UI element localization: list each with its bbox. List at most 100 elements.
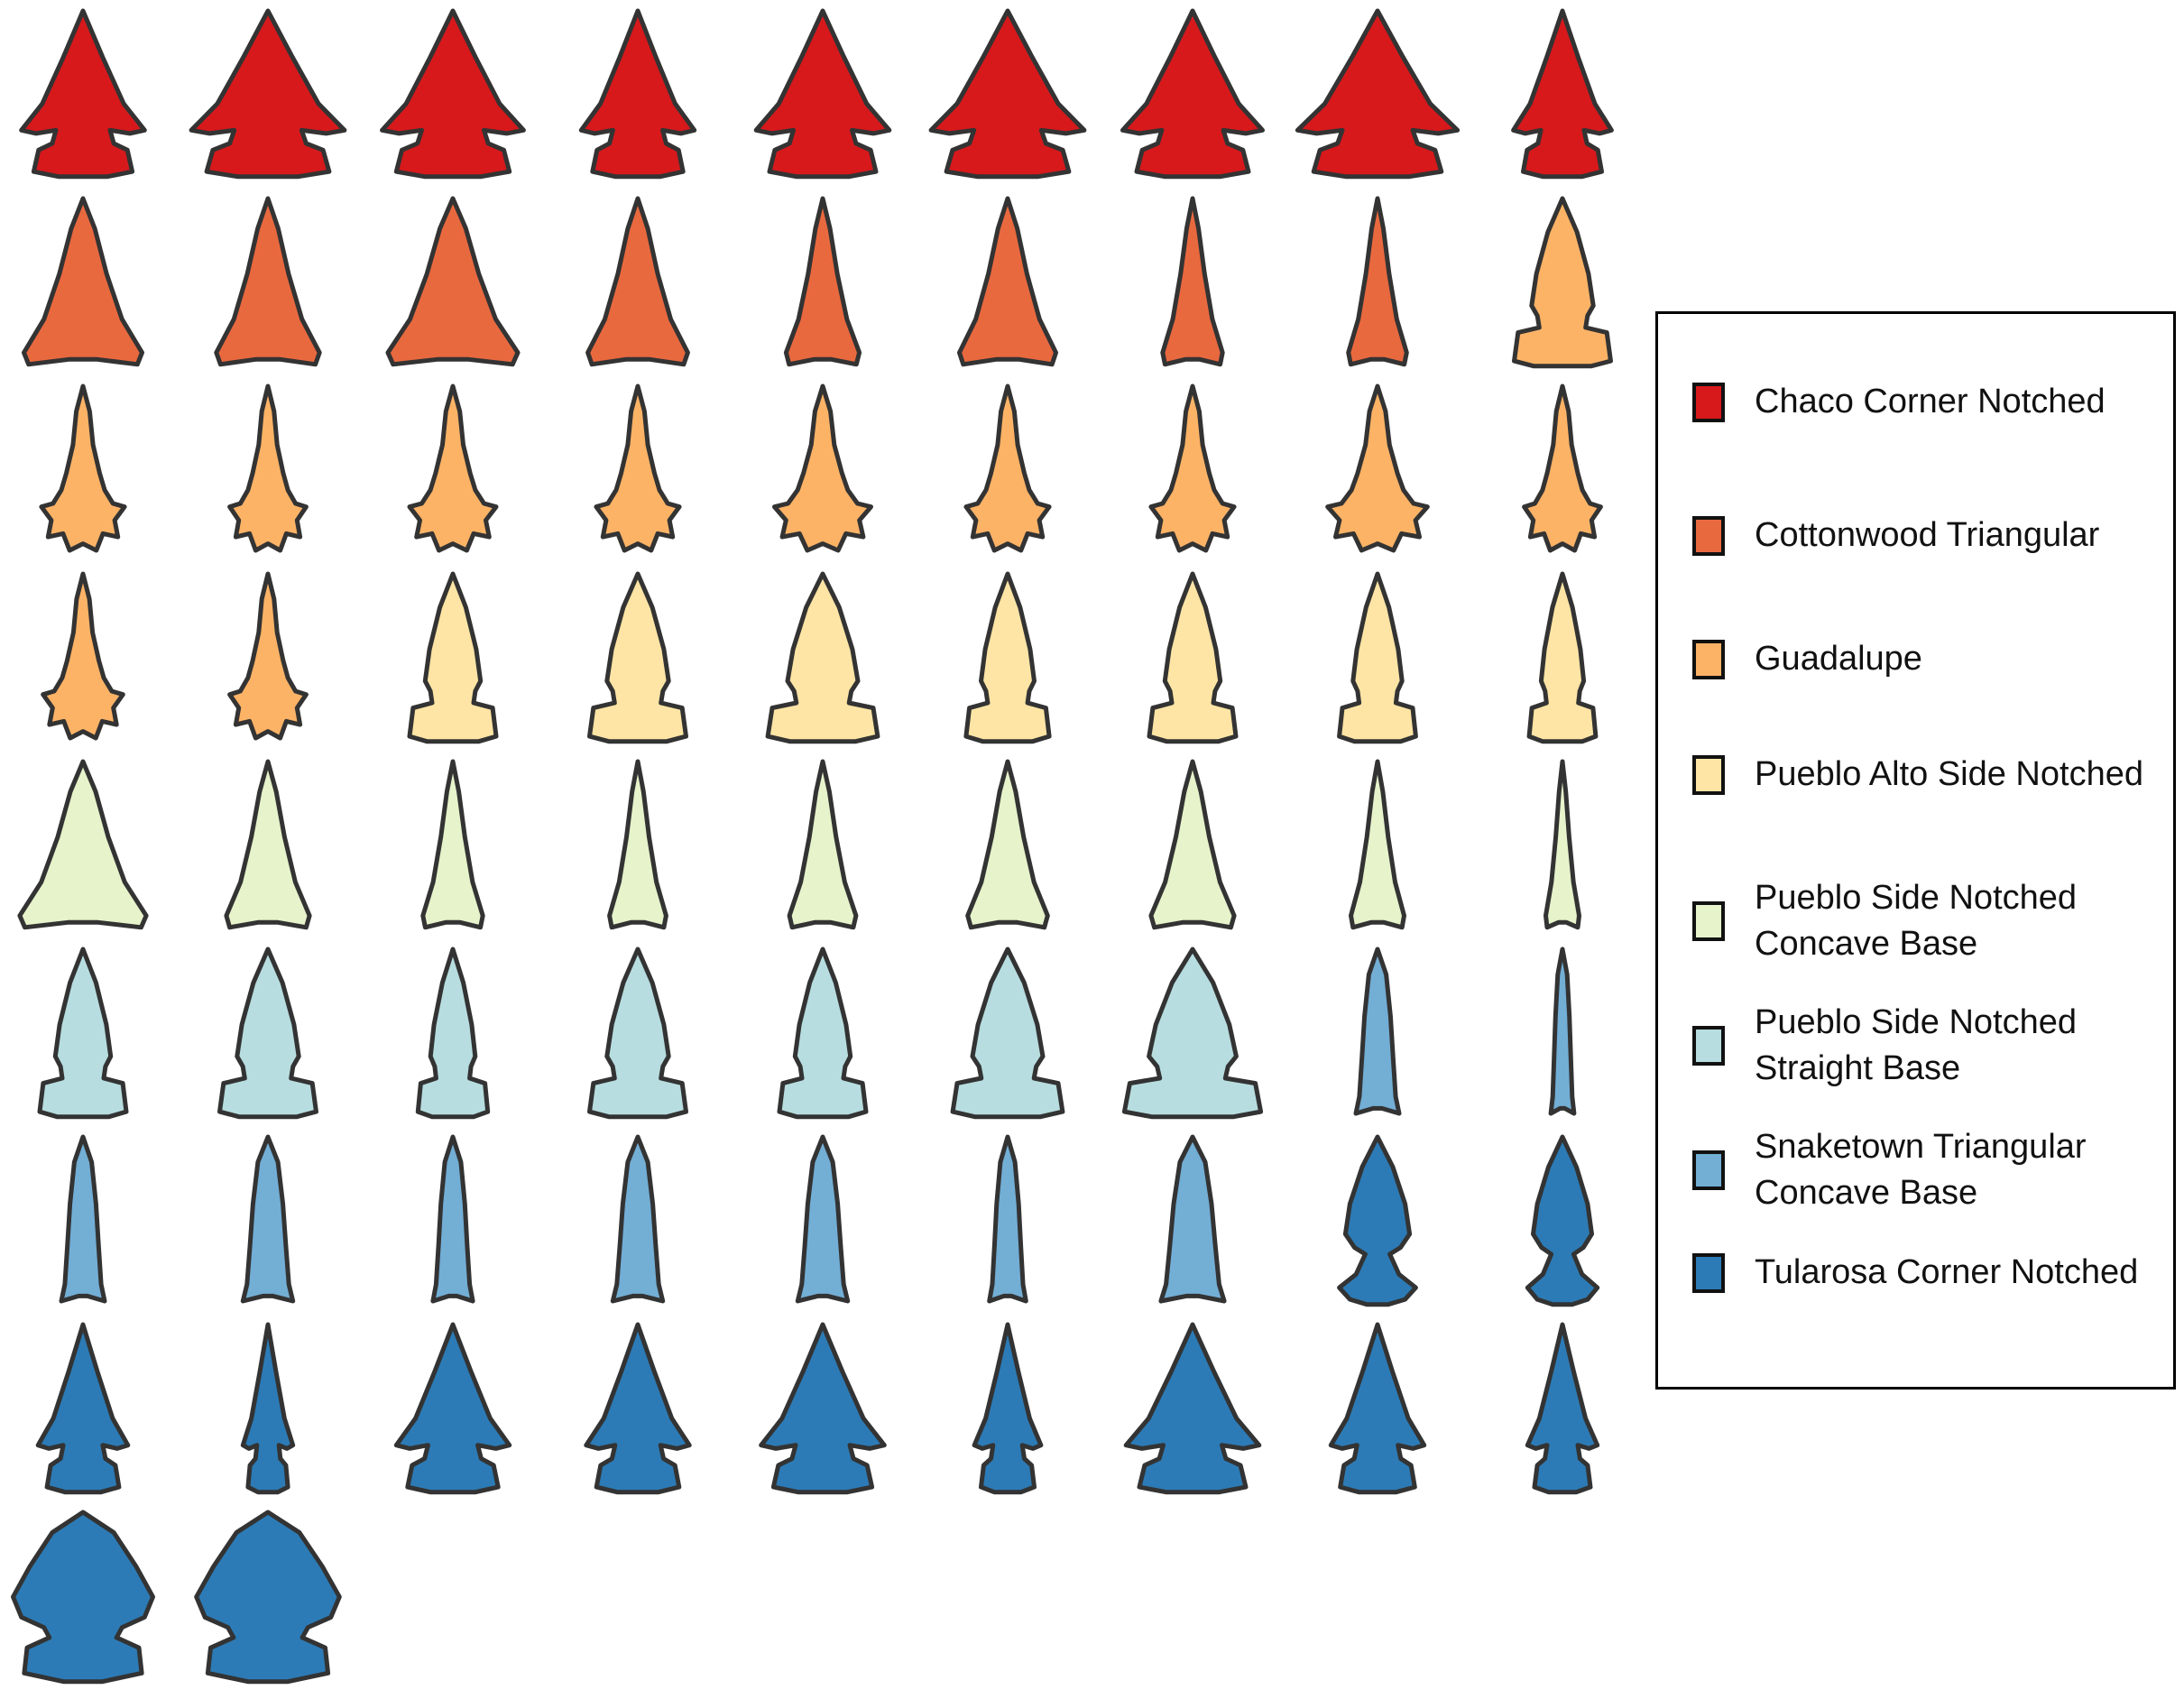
projectile-point-tularosa	[584, 1322, 692, 1495]
legend-label: Cottonwood Triangular	[1755, 516, 2100, 554]
legend-swatch	[1692, 639, 1725, 679]
projectile-point-chaco	[1511, 8, 1614, 180]
projectile-point-pssb	[217, 946, 318, 1120]
projectile-point-snaketown	[795, 1134, 851, 1304]
projectile-point-cottonwood	[585, 196, 690, 367]
projectile-point-tularosa	[1123, 1322, 1262, 1495]
projectile-point-snaketown	[240, 1134, 296, 1304]
projectile-point-snaketown	[1548, 946, 1577, 1116]
legend-item-snaketown: Snaketown Triangular Concave Base	[1692, 1124, 2152, 1216]
legend-item-guadalupe: Guadalupe	[1692, 636, 2152, 682]
legend-label: Chaco Corner Notched	[1755, 383, 2106, 420]
legend-label: Pueblo Side Notched Straight Base	[1755, 1003, 2078, 1087]
projectile-point-tularosa	[1328, 1322, 1427, 1495]
legend-swatch	[1692, 901, 1725, 941]
projectile-point-tularosa	[393, 1322, 512, 1495]
legend-label: Snaketown Triangular Concave Base	[1755, 1128, 2087, 1212]
projectile-point-tularosa	[1525, 1322, 1600, 1495]
projectile-point-cottonwood	[783, 196, 862, 367]
legend-swatch	[1692, 515, 1725, 556]
projectile-point-chaco	[1120, 8, 1265, 180]
legend-label: Pueblo Alto Side Notched	[1755, 755, 2143, 793]
projectile-point-pa	[1337, 571, 1418, 744]
projectile-point-pssb	[587, 946, 688, 1120]
projectile-point-tularosa	[1337, 1134, 1418, 1307]
projectile-point-tularosa	[972, 1322, 1044, 1495]
projectile-point-pa	[587, 571, 688, 744]
projectile-point-pscb	[1148, 759, 1237, 930]
legend-item-cottonwood: Cottonwood Triangular	[1692, 512, 2152, 559]
projectile-point-tularosa	[35, 1322, 131, 1495]
projectile-point-guadalupe	[1522, 383, 1603, 553]
projectile-point-guadalupe	[594, 383, 682, 553]
projectile-point-pscb	[1349, 759, 1406, 930]
projectile-point-pscb	[787, 759, 859, 930]
projectile-point-cottonwood	[214, 196, 322, 367]
legend-swatch	[1692, 1252, 1725, 1293]
projectile-point-tularosa	[194, 1510, 342, 1685]
projectile-point-pssb	[950, 946, 1065, 1120]
projectile-point-snaketown	[430, 1134, 475, 1304]
projectile-point-tularosa	[759, 1322, 887, 1495]
legend-item-chaco: Chaco Corner Notched	[1692, 379, 2152, 425]
projectile-point-chaco	[189, 8, 347, 180]
projectile-point-guadalupe	[963, 383, 1052, 553]
projectile-point-pscb	[965, 759, 1050, 930]
legend-swatch	[1692, 382, 1725, 422]
projectile-point-tularosa	[11, 1510, 155, 1685]
projectile-point-pa	[407, 571, 499, 744]
projectile-point-cottonwood	[385, 196, 521, 367]
projectile-point-snaketown	[610, 1134, 666, 1304]
legend-item-pueblo-concave: Pueblo Side Notched Concave Base	[1692, 875, 2152, 967]
projectile-point-pscb	[224, 759, 312, 930]
legend-item-tularosa: Tularosa Corner Notched	[1692, 1250, 2152, 1296]
projectile-point-guadalupe	[1512, 196, 1613, 369]
projectile-point-pscb	[1544, 759, 1581, 930]
legend-item-pueblo-alto: Pueblo Alto Side Notched	[1692, 752, 2152, 798]
projectile-point-pssb	[37, 946, 129, 1120]
projectile-point-snaketown	[59, 1134, 107, 1304]
legend-label: Pueblo Side Notched Concave Base	[1755, 879, 2078, 963]
legend: Chaco Corner Notched Cottonwood Triangul…	[1655, 311, 2176, 1390]
projectile-point-figure	[11, 8, 1614, 1685]
projectile-point-guadalupe	[39, 383, 127, 553]
projectile-point-guadalupe	[1148, 383, 1237, 553]
legend-swatch	[1692, 1026, 1725, 1066]
projectile-point-cottonwood	[1160, 196, 1225, 367]
projectile-point-guadalupe	[772, 383, 873, 553]
projectile-point-chaco	[19, 8, 147, 180]
projectile-point-chaco	[380, 8, 526, 180]
projectile-point-pssb	[777, 946, 869, 1120]
projectile-point-pa	[1526, 571, 1599, 744]
projectile-point-guadalupe	[41, 571, 125, 741]
projectile-point-pssb	[415, 946, 491, 1120]
projectile-point-chaco	[753, 8, 892, 180]
projectile-point-snaketown	[1353, 946, 1402, 1116]
projectile-point-guadalupe	[407, 383, 499, 553]
projectile-point-cottonwood	[957, 196, 1058, 367]
projectile-point-pa	[765, 571, 880, 744]
legend-swatch	[1692, 1150, 1725, 1190]
projectile-point-pscb	[17, 759, 149, 930]
legend-item-pueblo-straight: Pueblo Side Notched Straight Base	[1692, 1000, 2152, 1092]
projectile-point-guadalupe	[227, 383, 309, 553]
projectile-point-chaco	[578, 8, 697, 180]
projectile-point-chaco	[928, 8, 1087, 180]
projectile-point-cottonwood	[22, 196, 144, 367]
projectile-point-snaketown	[987, 1134, 1028, 1304]
legend-label: Tularosa Corner Notched	[1755, 1253, 2139, 1291]
projectile-point-pscb	[420, 759, 485, 930]
projectile-point-tularosa	[1525, 1134, 1600, 1307]
legend-swatch	[1692, 754, 1725, 795]
projectile-point-chaco	[1295, 8, 1461, 180]
projectile-point-tularosa	[240, 1322, 296, 1495]
legend-label: Guadalupe	[1755, 640, 1922, 678]
projectile-point-pa	[963, 571, 1052, 744]
projectile-point-pa	[1147, 571, 1239, 744]
projectile-point-guadalupe	[227, 571, 309, 741]
projectile-point-snaketown	[1158, 1134, 1227, 1304]
projectile-point-pssb	[1121, 946, 1264, 1120]
projectile-point-pscb	[607, 759, 668, 930]
projectile-point-cottonwood	[1346, 196, 1409, 367]
projectile-point-guadalupe	[1325, 383, 1430, 553]
